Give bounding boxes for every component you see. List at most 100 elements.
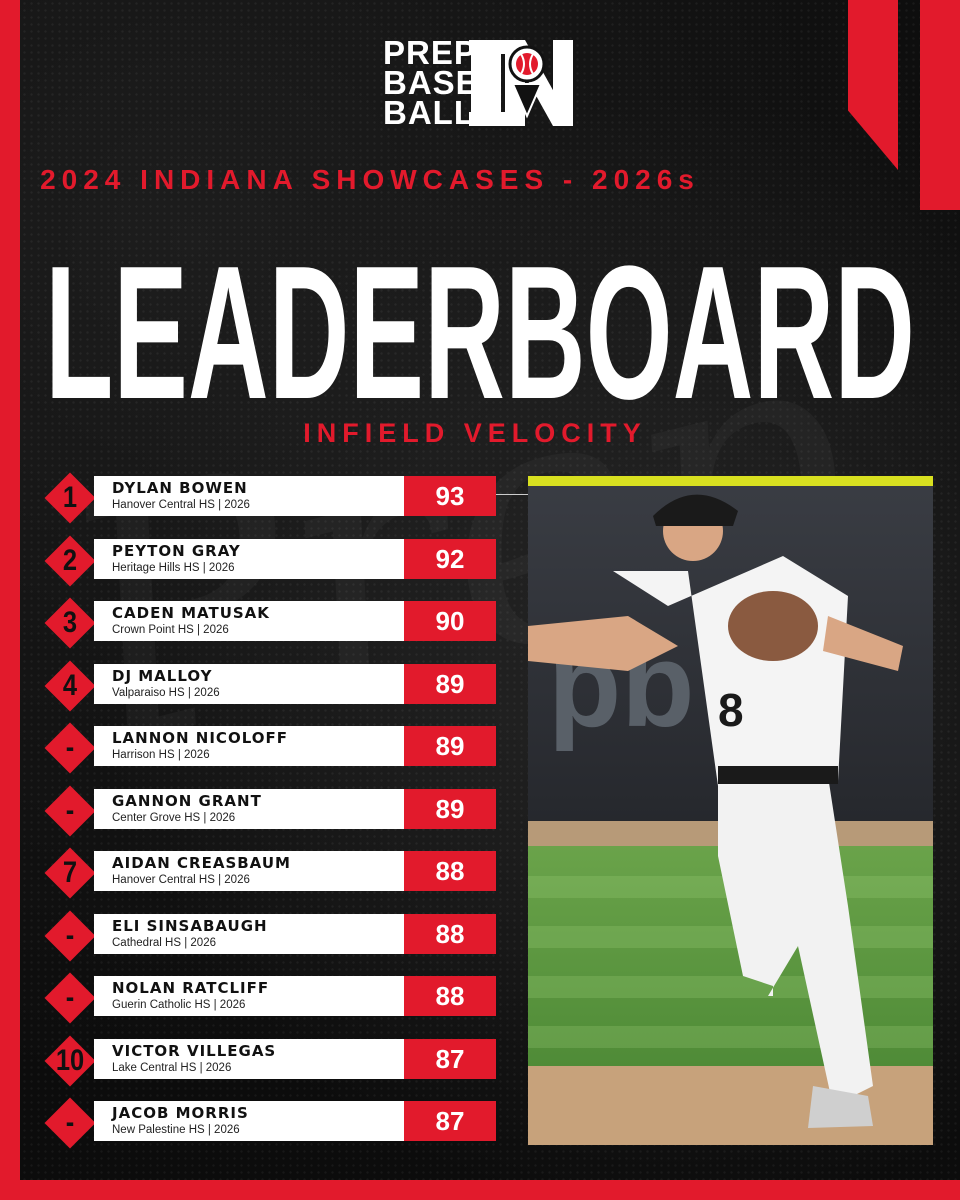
player-school: Center Grove HS | 2026	[112, 811, 236, 824]
leaderboard-row: 4 DJ MALLOY Valparaiso HS | 2026 89	[44, 660, 496, 711]
rank-badge: 2	[44, 535, 96, 587]
player-school: Harrison HS | 2026	[112, 749, 210, 761]
leaderboard-row: 7 AIDAN CREASBAUM Hanover Central HS | 202…	[44, 847, 496, 899]
player-info: GANNON GRANT Center Grove HS | 2026	[94, 788, 406, 829]
category-label: INFIELD VELOCITY	[303, 418, 647, 448]
rank-number: -	[65, 793, 75, 827]
leaderboard-row: 1 DYLAN BOWEN Hanover Central HS | 2026 93	[44, 472, 496, 524]
rank-badge: 7	[44, 847, 96, 899]
leaderboard-row: - LANNON NICOLOFF Harrison HS | 2026 89	[44, 722, 496, 774]
rank-badge: 4	[44, 660, 96, 712]
player-school: New Palestine HS | 2026	[112, 1124, 240, 1136]
rank-number: -	[65, 918, 75, 952]
rank-badge: 10	[44, 1035, 96, 1087]
rank-number: -	[65, 731, 75, 764]
player-info: AIDAN CREASBAUM Hanover Central HS | 2026	[94, 851, 406, 891]
leaderboard-row: 10 VICTOR VILLEGAS Lake Central HS | 2026 8…	[44, 1035, 496, 1086]
player-name: GANNON GRANT	[112, 791, 262, 810]
velocity-box: 87	[404, 1038, 496, 1079]
player-name: ELI SINSABAUGH	[112, 916, 268, 935]
velocity-box: 88	[404, 913, 496, 954]
rank-number: 4	[62, 668, 78, 702]
red-frame-right	[920, 0, 960, 210]
leaderboard-row: 3 CADEN MATUSAK Crown Point HS | 2026 90	[44, 597, 496, 649]
player-school: Guerin Catholic HS | 2026	[112, 999, 246, 1011]
velocity-value: 88	[435, 981, 465, 1011]
rank-number: 3	[62, 606, 78, 639]
rank-badge: -	[44, 785, 96, 837]
velocity-value: 89	[435, 793, 465, 824]
player-name: JACOB MORRIS	[112, 1104, 249, 1122]
player-info: PEYTON GRAY Heritage Hills HS | 2026	[94, 538, 406, 579]
rank-number: 1	[62, 481, 78, 514]
player-name: PEYTON GRAY	[112, 541, 241, 560]
connector-line	[496, 494, 534, 495]
rank-number: 7	[62, 856, 78, 889]
logo-word-1: PREP	[383, 34, 477, 71]
subtitle: 2024 INDIANA SHOWCASES - 2026s	[40, 164, 700, 195]
velocity-box: 89	[404, 726, 496, 766]
velocity-box: 90	[404, 601, 496, 641]
logo-in-mark	[469, 40, 573, 126]
velocity-value: 92	[435, 543, 465, 574]
player-info: DJ MALLOY Valparaiso HS | 2026	[94, 663, 406, 704]
red-frame-left	[0, 0, 20, 1200]
velocity-value: 87	[435, 1043, 465, 1074]
player-school: Cathedral HS | 2026	[112, 936, 216, 949]
player-name: VICTOR VILLEGAS	[112, 1041, 277, 1060]
leaderboard-row: 2 PEYTON GRAY Heritage Hills HS | 2026 92	[44, 535, 496, 586]
player-school: Heritage Hills HS | 2026	[112, 561, 235, 574]
player-school: Hanover Central HS | 2026	[112, 499, 250, 511]
page-title: LEADERBOARD	[40, 188, 920, 413]
velocity-box: 93	[404, 476, 496, 516]
player-info: ELI SINSABAUGH Cathedral HS | 2026	[94, 913, 406, 954]
velocity-value: 88	[435, 856, 465, 886]
player-school: Lake Central HS | 2026	[112, 1061, 232, 1074]
velocity-value: 93	[435, 481, 465, 511]
rank-number: -	[65, 981, 75, 1014]
prep-baseball-in-logo: PREP BASE BALL	[383, 34, 578, 131]
leaderboard-row: - JACOB MORRIS New Palestine HS | 2026 87	[44, 1097, 496, 1149]
player-school: Crown Point HS | 2026	[112, 624, 229, 636]
leaderboard-row: - NOLAN RATCLIFF Guerin Catholic HS | 2026…	[44, 972, 496, 1024]
player-name: CADEN MATUSAK	[112, 604, 270, 622]
velocity-box: 88	[404, 851, 496, 891]
rank-badge: -	[44, 910, 96, 962]
velocity-box: 87	[404, 1101, 496, 1141]
rank-badge: 3	[44, 597, 96, 649]
rank-number: -	[65, 1106, 75, 1139]
velocity-value: 87	[435, 1106, 465, 1136]
velocity-box: 89	[404, 788, 496, 829]
leaderboard-row: - ELI SINSABAUGH Cathedral HS | 2026 88	[44, 910, 496, 961]
player-info: VICTOR VILLEGAS Lake Central HS | 2026	[94, 1038, 406, 1079]
player-name: LANNON NICOLOFF	[112, 729, 288, 747]
velocity-value: 90	[435, 606, 465, 636]
player-info: CADEN MATUSAK Crown Point HS | 2026	[94, 601, 406, 641]
velocity-box: 92	[404, 538, 496, 579]
player-school: Hanover Central HS | 2026	[112, 874, 250, 886]
rank-number: 2	[62, 543, 78, 577]
player-info: JACOB MORRIS New Palestine HS | 2026	[94, 1101, 406, 1141]
title-text: LEADERBOARD	[45, 227, 915, 413]
jersey-number: 8	[718, 684, 744, 736]
player-photo: pb 8	[528, 476, 933, 1145]
player-info: DYLAN BOWEN Hanover Central HS | 2026	[94, 476, 406, 516]
player-name: DJ MALLOY	[112, 666, 213, 685]
player-info: NOLAN RATCLIFF Guerin Catholic HS | 2026	[94, 976, 406, 1016]
rank-badge: -	[44, 1097, 96, 1149]
rank-badge: -	[44, 972, 96, 1024]
player-name: AIDAN CREASBAUM	[112, 854, 291, 872]
velocity-value: 88	[435, 918, 465, 949]
velocity-box: 89	[404, 663, 496, 704]
rank-badge: 1	[44, 472, 96, 524]
velocity-value: 89	[435, 668, 465, 699]
logo-word-3: BALL	[383, 94, 475, 131]
velocity-value: 89	[435, 731, 465, 761]
player-name: DYLAN BOWEN	[112, 479, 248, 497]
leaderboard-row: - GANNON GRANT Center Grove HS | 2026 89	[44, 785, 496, 836]
player-school: Valparaiso HS | 2026	[112, 686, 220, 699]
red-frame-bottom	[0, 1180, 960, 1200]
player-info: LANNON NICOLOFF Harrison HS | 2026	[94, 726, 406, 766]
player-name: NOLAN RATCLIFF	[112, 979, 270, 997]
